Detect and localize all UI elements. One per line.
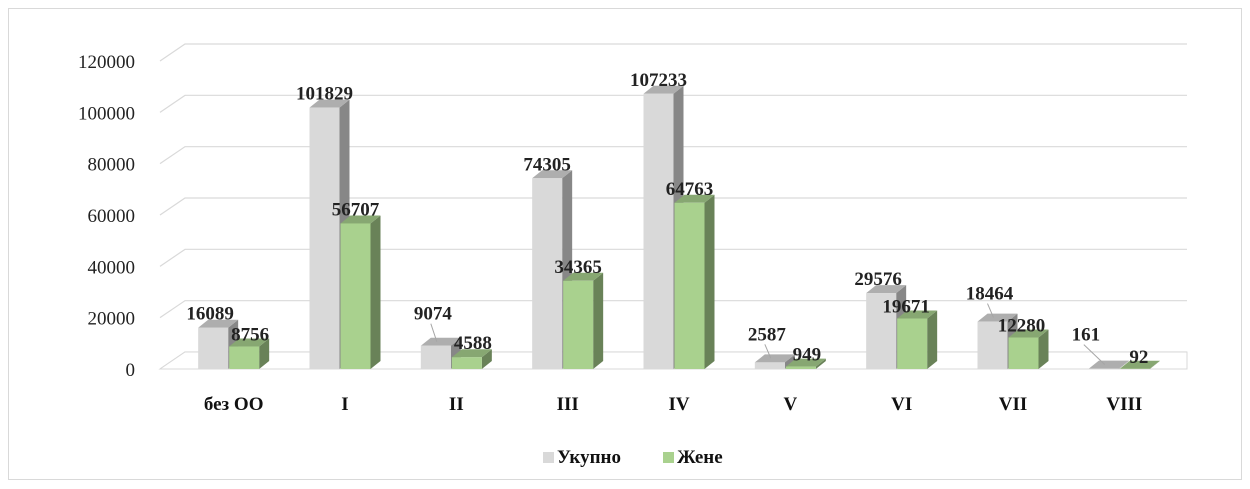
data-label: 12280 <box>998 315 1046 336</box>
data-label: 19671 <box>882 297 930 318</box>
y-tick-label: 0 <box>126 360 136 381</box>
legend-label: Укупно <box>557 447 621 468</box>
x-tick-label: II <box>449 394 464 415</box>
bar-zene-6 <box>897 310 938 369</box>
gridline <box>159 300 1187 319</box>
bar-zene-3 <box>563 272 604 369</box>
bar-zene-0 <box>229 338 270 369</box>
bar-ukupno-7 <box>977 313 1018 369</box>
label-leader-line <box>430 323 438 342</box>
data-label: 56707 <box>332 199 380 220</box>
legend-label: Жене <box>677 447 723 468</box>
bar-zene-7 <box>1008 329 1049 369</box>
bar-ukupno-5 <box>754 354 795 369</box>
x-tick-label: I <box>341 394 348 415</box>
chart-frame <box>8 8 1242 480</box>
x-tick-label: III <box>557 394 579 415</box>
bar-zene-5 <box>785 358 826 369</box>
x-tick-label: VI <box>891 394 912 415</box>
data-label: 34365 <box>554 257 602 278</box>
bar-zene-1 <box>340 215 381 369</box>
x-tick-label: VII <box>999 394 1028 415</box>
label-leader-line <box>987 303 994 318</box>
bars <box>198 85 1160 370</box>
y-tick-label: 20000 <box>88 309 136 330</box>
data-label: 161 <box>1072 325 1101 346</box>
gridline <box>159 43 1187 62</box>
legend-item-zene: Жене <box>663 447 723 468</box>
gridline <box>159 146 1187 165</box>
data-label: 92 <box>1129 347 1148 368</box>
data-label: 29576 <box>854 269 902 290</box>
y-tick-label: 60000 <box>88 206 136 227</box>
data-label: 107233 <box>630 70 687 91</box>
x-tick-label: V <box>783 394 797 415</box>
bar-zene-4 <box>674 194 715 369</box>
data-label: 8756 <box>231 325 269 346</box>
data-label: 2587 <box>748 324 787 345</box>
bar-ukupno-6 <box>866 285 907 369</box>
data-label: 16089 <box>186 304 234 325</box>
y-tick-label: 120000 <box>78 52 135 73</box>
label-leader-line <box>764 344 772 359</box>
data-label: 74305 <box>523 154 571 175</box>
x-axis: без ОО I II III IV V VI VII VIII <box>204 394 1142 415</box>
y-tick-label: 40000 <box>88 257 136 278</box>
bar-ukupno-8 <box>1088 360 1129 369</box>
y-tick-label: 100000 <box>78 103 135 124</box>
gridline <box>159 94 1187 113</box>
data-label: 4588 <box>454 333 492 354</box>
data-label: 101829 <box>296 84 353 105</box>
data-label: 9074 <box>414 304 453 325</box>
data-label: 64763 <box>666 179 714 200</box>
legend-swatch <box>543 452 554 463</box>
x-tick-label: без ОО <box>204 394 264 415</box>
y-axis: 0 20000 40000 60000 80000 100000 120000 <box>78 52 135 381</box>
bar-zene-2 <box>451 349 492 369</box>
x-tick-label: IV <box>668 394 689 415</box>
gridline <box>159 248 1187 267</box>
x-tick-label: VIII <box>1106 394 1142 415</box>
data-label: 18464 <box>966 284 1014 305</box>
y-tick-label: 80000 <box>88 155 136 176</box>
gridline <box>159 197 1187 216</box>
legend-swatch <box>663 452 674 463</box>
bar-zene-8 <box>1119 360 1160 369</box>
legend: Укупно Жене <box>543 447 723 468</box>
data-label: 949 <box>793 345 822 366</box>
label-leader-line <box>1083 344 1106 365</box>
legend-item-ukupno: Укупно <box>543 447 621 468</box>
